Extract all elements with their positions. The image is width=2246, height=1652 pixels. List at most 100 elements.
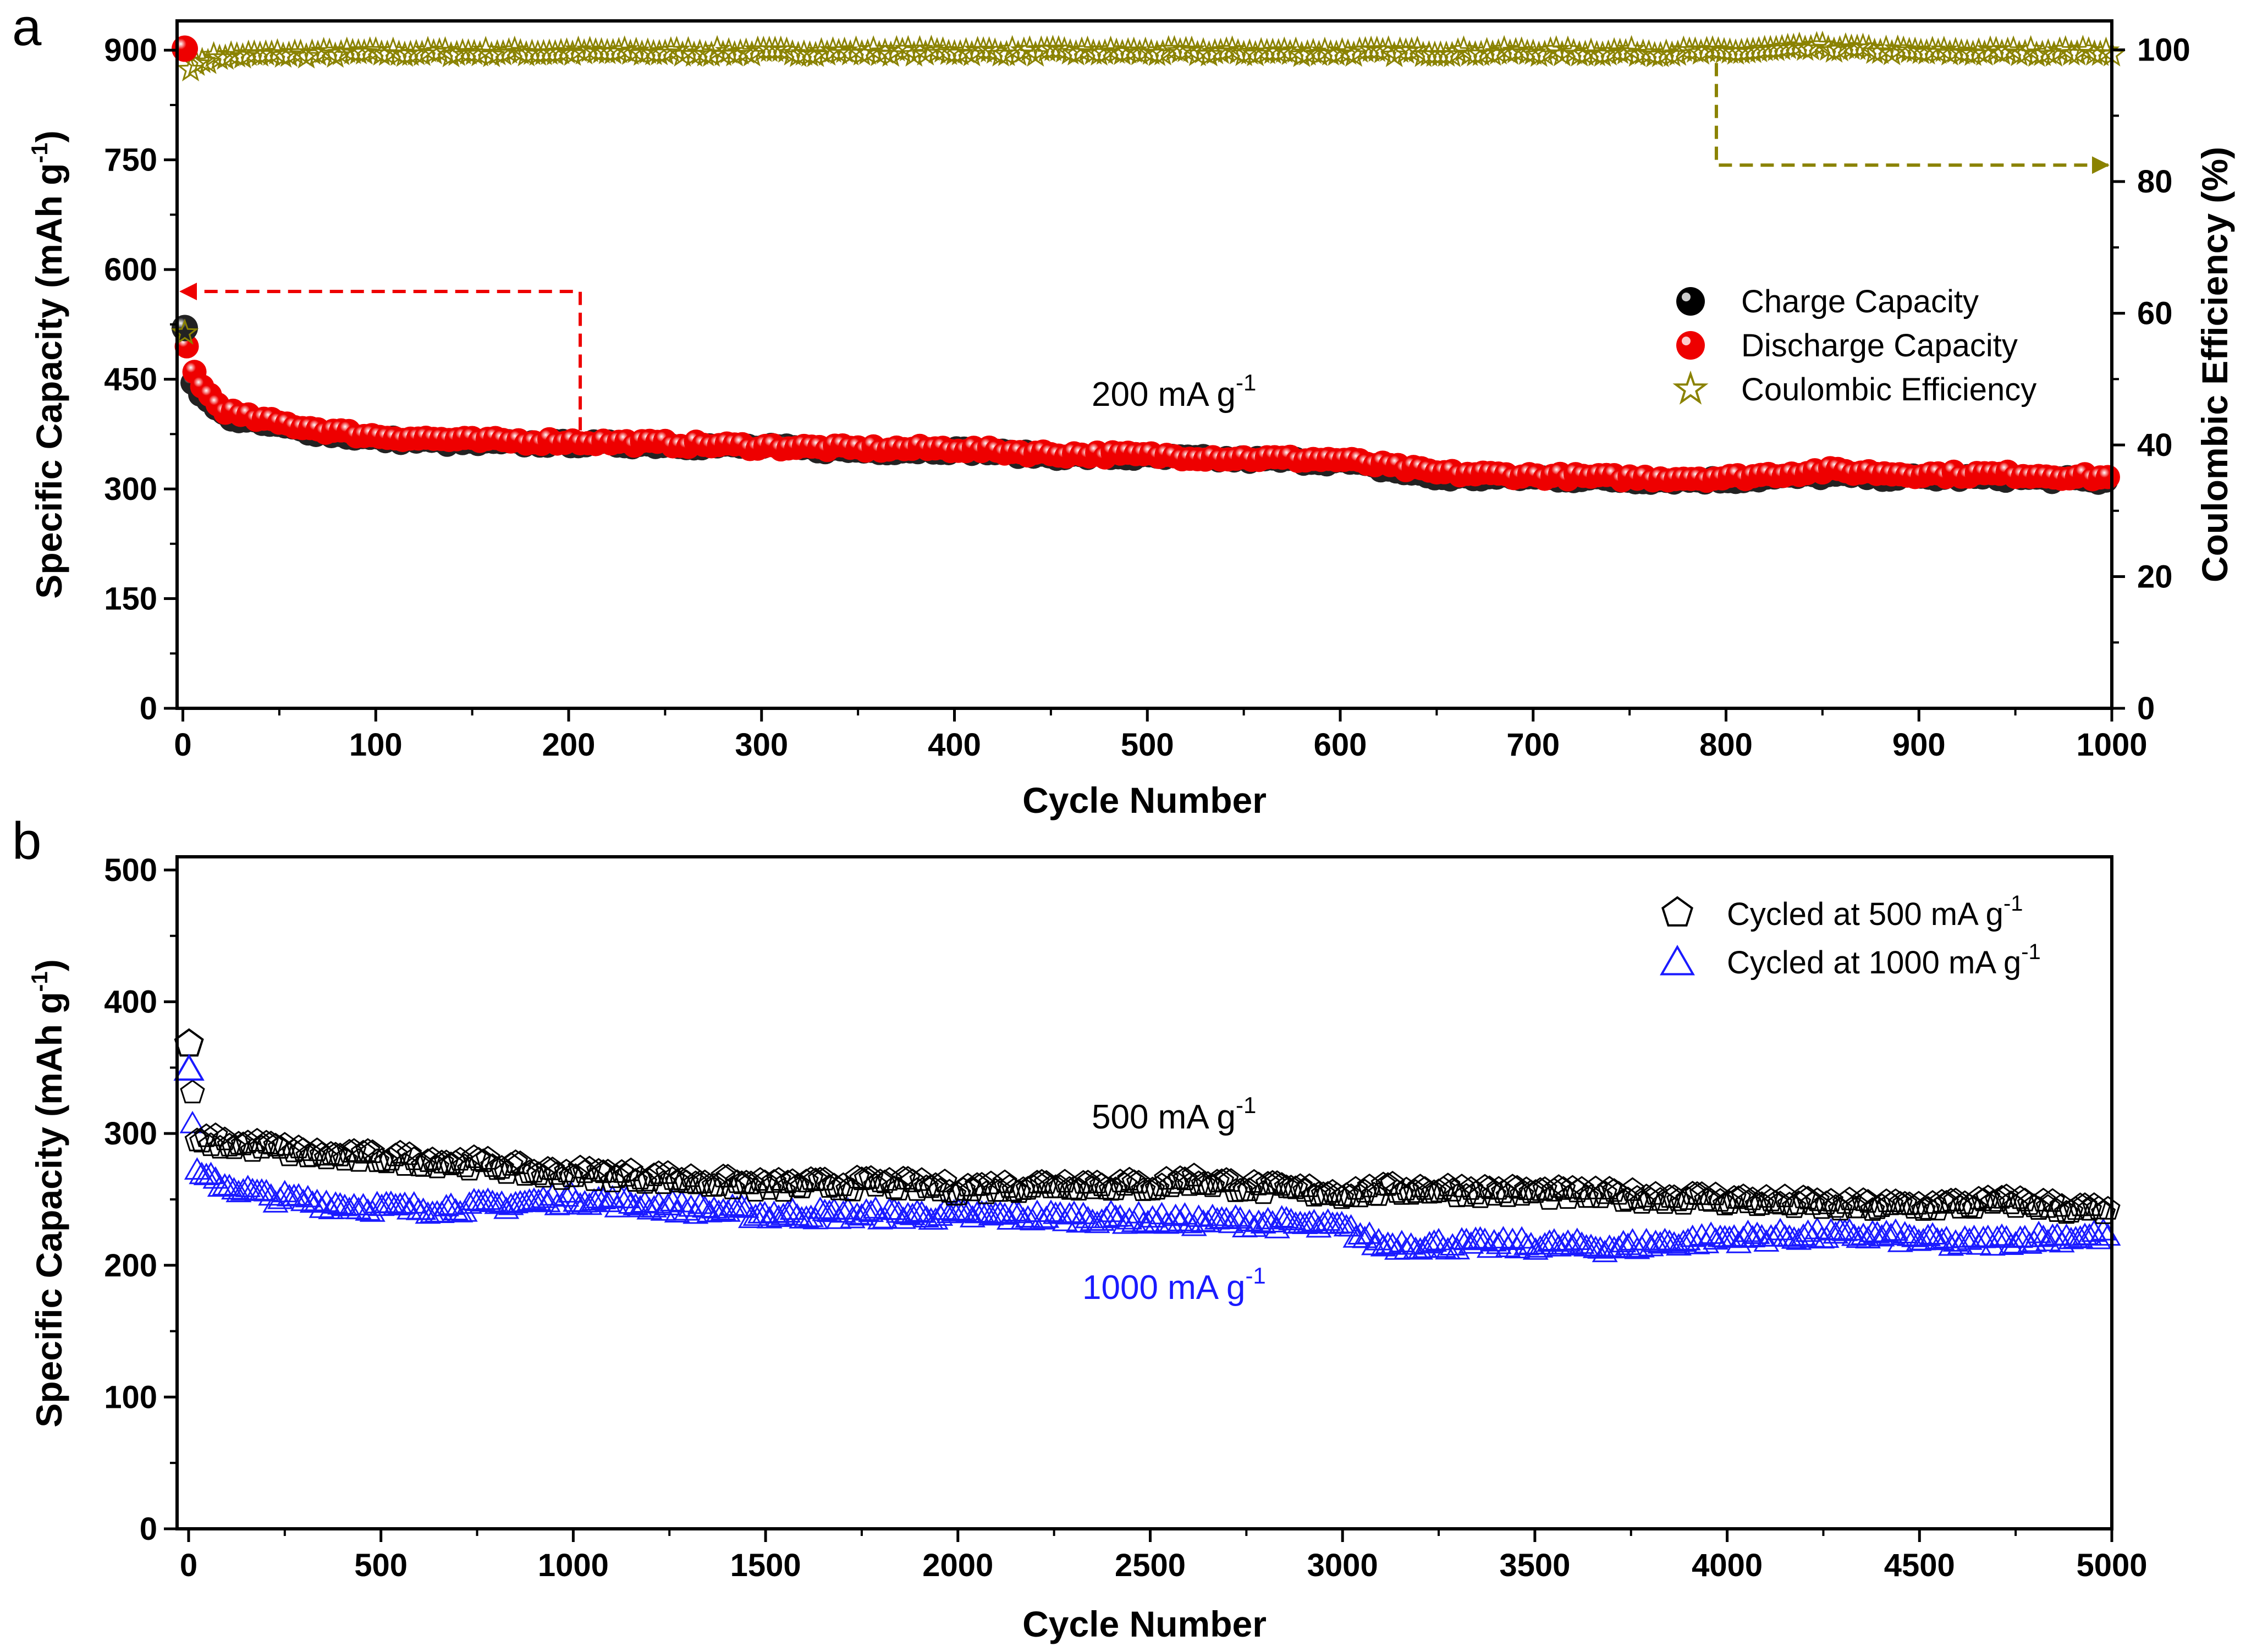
coulombic-efficiency-point (379, 36, 408, 63)
rate-1000-point (890, 1206, 916, 1229)
rate-500-point (2095, 1196, 2121, 1220)
rate-500-point (1860, 1197, 1885, 1221)
panel-a-y-tick-label: 450 (104, 362, 157, 398)
panel-a-chart: 0 100 200 300 400 500 600 700 800 900 100001503004… (26, 19, 2235, 821)
rate-1000-point (581, 1188, 607, 1211)
rate-1000-point (899, 1202, 926, 1225)
rate-500-point (1984, 1188, 2010, 1212)
legend-1000-label: Cycled at 1000 mA g-1 (1727, 940, 2041, 981)
rate-500-point (738, 1170, 764, 1194)
rate-500-point (1440, 1177, 1465, 1202)
rate-500-point (1399, 1181, 1424, 1205)
rate-500-point (563, 1163, 588, 1187)
rate-1000-point (1878, 1223, 1904, 1246)
rate-500-point (844, 1164, 870, 1188)
panel-a-x-tick-label: 0 (174, 727, 191, 763)
rate-500-point (1620, 1177, 1645, 1201)
rate-500-point (1869, 1193, 1895, 1217)
rate-1000-point (1559, 1233, 1586, 1255)
rate-500-point (1749, 1191, 1775, 1215)
rate-1000-point (1421, 1229, 1447, 1252)
rate-500-point (443, 1150, 469, 1174)
rate-1000-point (1568, 1231, 1595, 1254)
rate-500-point (817, 1174, 842, 1198)
rate-500-point (1929, 1188, 1955, 1213)
rate-1000-point (1352, 1225, 1378, 1248)
rate-500-point (1735, 1189, 1761, 1213)
rate-500-point (1915, 1196, 1941, 1220)
rate-1000-point (198, 1161, 224, 1185)
rate-500-point (387, 1139, 413, 1164)
panel-b-x-tick-label: 1000 (538, 1548, 609, 1583)
rate-1000-point (1163, 1203, 1189, 1226)
rate-1000-point (1739, 1225, 1766, 1248)
rate-500-point (1177, 1172, 1202, 1196)
rate-500-point (1015, 1176, 1041, 1200)
rate-500-point (1255, 1171, 1281, 1195)
legend-1000-marker (1660, 944, 1695, 976)
panel-a-legend: Charge Capacity Discharge Capacity Coulo… (1672, 284, 2036, 408)
panel-a-letter: a (12, 0, 42, 57)
panel-b-x-tick-label: 2500 (1115, 1548, 1186, 1583)
rate-500-point (1426, 1178, 1451, 1202)
rate-500-point (877, 1166, 902, 1191)
rate-500-point (882, 1175, 907, 1199)
rate-500-point (1075, 1170, 1100, 1194)
panel-a-arrows (177, 63, 2112, 431)
rate-500-point (1629, 1190, 1655, 1214)
rate-500-point (586, 1158, 612, 1182)
rate-500-point (1048, 1174, 1073, 1198)
rate-1000-point (1836, 1218, 1863, 1241)
coulombic-efficiency-point (773, 36, 801, 63)
rate-1000-point (2067, 1225, 2094, 1248)
rate-500-point (1214, 1167, 1239, 1191)
rate-500-point (1781, 1194, 1807, 1218)
rate-500-point (1786, 1190, 1812, 1214)
rate-1000-point (816, 1199, 843, 1223)
rate-1000-point (812, 1198, 838, 1221)
rate-500-point (1827, 1197, 1853, 1221)
rate-500-point (724, 1169, 750, 1193)
panel-b-x-tick-label: 3500 (1499, 1548, 1570, 1583)
rate-1000-point (1379, 1232, 1406, 1255)
rate-500-point (433, 1149, 459, 1174)
panel-b-frame (175, 855, 2113, 1530)
rate-1000-point (1998, 1232, 2024, 1255)
rate-1000-point (1753, 1229, 1780, 1252)
rate-500-point (300, 1143, 325, 1167)
rate-1000-point (1001, 1199, 1027, 1221)
rate-500-point (221, 1135, 247, 1159)
rate-500-point (475, 1146, 500, 1170)
rate-1000-point (225, 1180, 252, 1203)
rate-500-point (867, 1168, 893, 1192)
rate-1000-point (1564, 1227, 1590, 1250)
panel-a-x-tick-label: 600 (1314, 727, 1367, 763)
rate-1000-point (1056, 1202, 1083, 1225)
rate-500-point (784, 1173, 810, 1197)
rate-1000-point (1015, 1205, 1041, 1228)
rate-1000-point (1726, 1230, 1752, 1253)
rate-1000-point (1430, 1235, 1456, 1258)
rate-1000-point (973, 1200, 999, 1223)
rate-1000-point (1370, 1234, 1396, 1257)
rate-500-point (1158, 1173, 1183, 1197)
rate-500-point (651, 1170, 676, 1194)
rate-1000-point (493, 1196, 520, 1219)
rate-500-point (1523, 1179, 1548, 1203)
rate-1000-point (692, 1195, 718, 1218)
rate-1000-point (1241, 1214, 1267, 1237)
panel-b-x-tick-label: 4500 (1884, 1548, 1955, 1583)
rate-500-point (1430, 1176, 1456, 1200)
rate-500-point (1592, 1180, 1617, 1204)
rate-1000-point (1361, 1232, 1387, 1255)
rate-1000-point (1223, 1204, 1249, 1227)
rate-500-point (1301, 1182, 1327, 1207)
rate-1000-point (729, 1194, 755, 1217)
rate-1000-point (885, 1200, 912, 1223)
rate-1000-point (599, 1185, 626, 1208)
legend-500-marker (1661, 896, 1693, 927)
rate-500-point (1195, 1171, 1221, 1195)
rate-1000-point (345, 1197, 372, 1220)
rate-1000-point (1416, 1231, 1443, 1254)
